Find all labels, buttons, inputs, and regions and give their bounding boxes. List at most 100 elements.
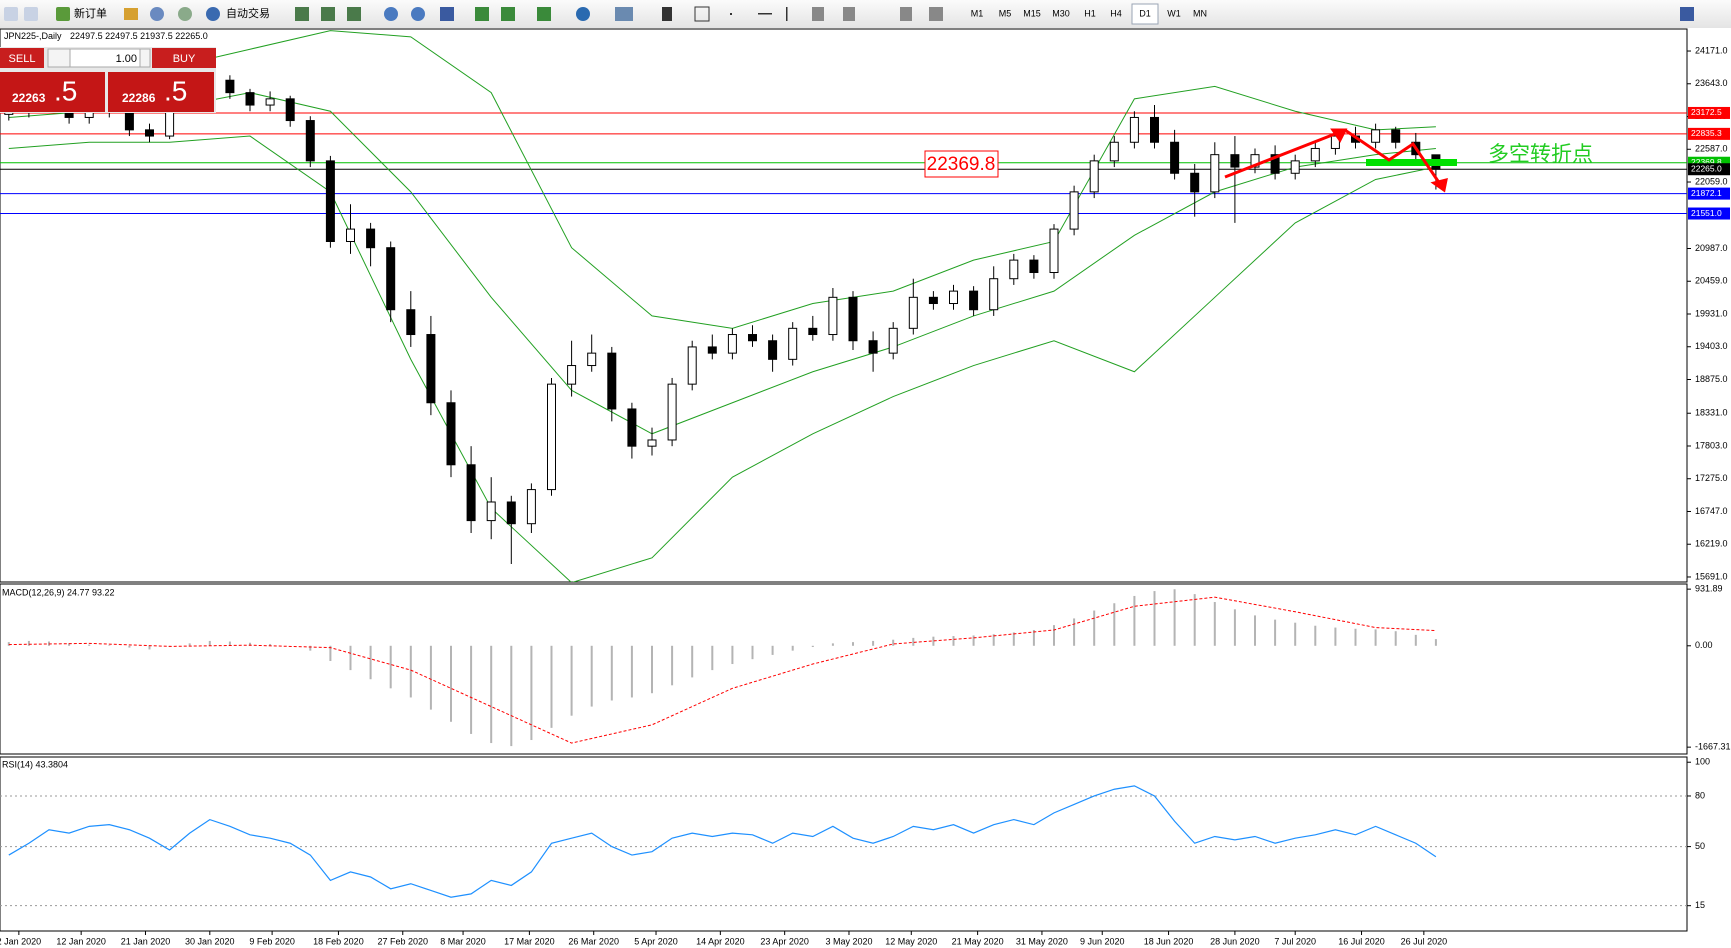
rsi-title: RSI(14) 43.3804	[2, 759, 68, 769]
macd-bar	[691, 645, 694, 678]
macd-bar	[108, 645, 111, 646]
macd-bar	[771, 645, 774, 655]
timeframe-button[interactable]: H1	[1084, 8, 1096, 18]
macd-bar	[68, 643, 71, 646]
macd-bar	[369, 645, 372, 680]
bid-box[interactable]	[0, 72, 105, 112]
macd-bar	[731, 645, 734, 665]
buy-button[interactable]	[152, 48, 216, 68]
macd-bar	[1012, 632, 1015, 646]
price-level-label: 22369.8	[1691, 157, 1722, 167]
candle-body	[587, 352, 597, 367]
macd-bar	[550, 645, 553, 728]
macd-bar	[651, 645, 653, 694]
candle-body	[1210, 154, 1220, 193]
price-level-label: 22265.0	[1691, 163, 1722, 173]
macd-bar	[852, 642, 854, 646]
macd-bar	[630, 645, 633, 698]
y-tick-label: 16747.0	[1695, 506, 1728, 516]
candle-body	[346, 228, 355, 242]
candle-body	[1049, 228, 1059, 274]
close-value: 22265.0	[175, 31, 208, 41]
timeframe-button[interactable]: M5	[999, 8, 1012, 18]
macd-bar	[188, 643, 191, 646]
x-tick-label: 9 Jun 2020	[1080, 936, 1125, 946]
macd-bar	[791, 645, 794, 651]
macd-bar	[1173, 589, 1176, 646]
x-tick-label: 3 May 2020	[825, 936, 872, 946]
timeframe-button[interactable]: M15	[1023, 8, 1041, 18]
lots-input[interactable]: 1.00	[116, 53, 137, 65]
x-tick-label: 26 Jul 2020	[1401, 936, 1448, 946]
y-tick-label: 15691.0	[1695, 571, 1728, 581]
ask-price: 22286	[122, 91, 156, 105]
candle-body	[748, 334, 757, 342]
auto-trading-button[interactable]	[206, 7, 220, 21]
macd-bar	[470, 645, 473, 734]
timeframe-button[interactable]: MN	[1193, 8, 1207, 18]
macd-bar	[128, 645, 131, 648]
rsi-plot	[0, 785, 1687, 907]
candle-body	[949, 290, 958, 305]
timeframe-button[interactable]: H4	[1110, 8, 1122, 18]
macd-bar	[409, 645, 412, 698]
macd-bar	[831, 643, 834, 646]
price-level-label: 23172.5	[1691, 107, 1722, 117]
x-tick-label: 16 Jul 2020	[1338, 936, 1385, 946]
y-tick-label: 17275.0	[1695, 473, 1728, 483]
price-level-tag	[1688, 106, 1730, 119]
timeframe-button[interactable]: M1	[971, 8, 984, 18]
macd-bar	[349, 645, 352, 671]
macd-bar	[208, 640, 211, 646]
y-tick-label: 22587.0	[1695, 144, 1728, 154]
macd-bar	[27, 640, 30, 646]
macd-bar	[610, 645, 613, 701]
main-plot	[0, 30, 1687, 582]
auto-trading-label[interactable]: 自动交易	[226, 6, 270, 20]
candle-body	[1129, 116, 1139, 143]
x-tick-label: 14 Apr 2020	[696, 936, 745, 946]
new-order-label[interactable]: 新订单	[74, 6, 107, 20]
price-level-label: 21551.0	[1691, 208, 1722, 218]
macd-bar	[1374, 629, 1377, 646]
price-level-label: 22835.3	[1691, 128, 1722, 138]
macd-bar	[1213, 602, 1216, 646]
sell-button[interactable]	[0, 48, 44, 68]
x-tick-label: 12 Jan 2020	[56, 936, 106, 946]
price-marker: 22369.8	[927, 154, 996, 175]
candle-body	[1009, 259, 1019, 280]
candle-body	[989, 278, 999, 311]
y-tick-label: 19403.0	[1695, 341, 1728, 351]
macd-bar	[450, 645, 452, 722]
candle-body	[607, 352, 617, 410]
y-tick-label: 19931.0	[1695, 308, 1728, 318]
new-order-button[interactable]	[56, 7, 70, 21]
candle-body	[1310, 147, 1320, 162]
candle-body	[366, 228, 376, 249]
candle-body	[406, 309, 416, 336]
timeframe-button[interactable]: D1	[1139, 8, 1151, 18]
ask-box[interactable]	[108, 72, 214, 112]
macd-bar	[1113, 603, 1116, 646]
macd-bar	[972, 635, 975, 646]
y-tick-label: 931.89	[1695, 584, 1723, 594]
y-tick-label: 22059.0	[1695, 176, 1728, 186]
candle-body	[687, 346, 697, 385]
timeframe-button[interactable]: W1	[1167, 8, 1181, 18]
y-tick-label: 20987.0	[1695, 243, 1728, 253]
bollinger-middle	[8, 92, 1436, 435]
macd-bar	[1414, 634, 1417, 646]
candle-body	[908, 296, 918, 329]
macd-bar	[671, 645, 674, 686]
buy-label[interactable]: BUY	[173, 53, 196, 65]
candle-body	[1069, 191, 1079, 230]
macd-signal	[8, 596, 1436, 744]
macd-bar	[912, 637, 915, 646]
x-tick-label: 27 Feb 2020	[377, 936, 428, 946]
sell-label[interactable]: SELL	[9, 53, 36, 65]
x-tick-label: 8 Mar 2020	[440, 936, 486, 946]
open-value: 22497.5	[70, 31, 103, 41]
timeframe-button[interactable]: M30	[1052, 8, 1070, 18]
price-level-tag	[1688, 163, 1730, 176]
